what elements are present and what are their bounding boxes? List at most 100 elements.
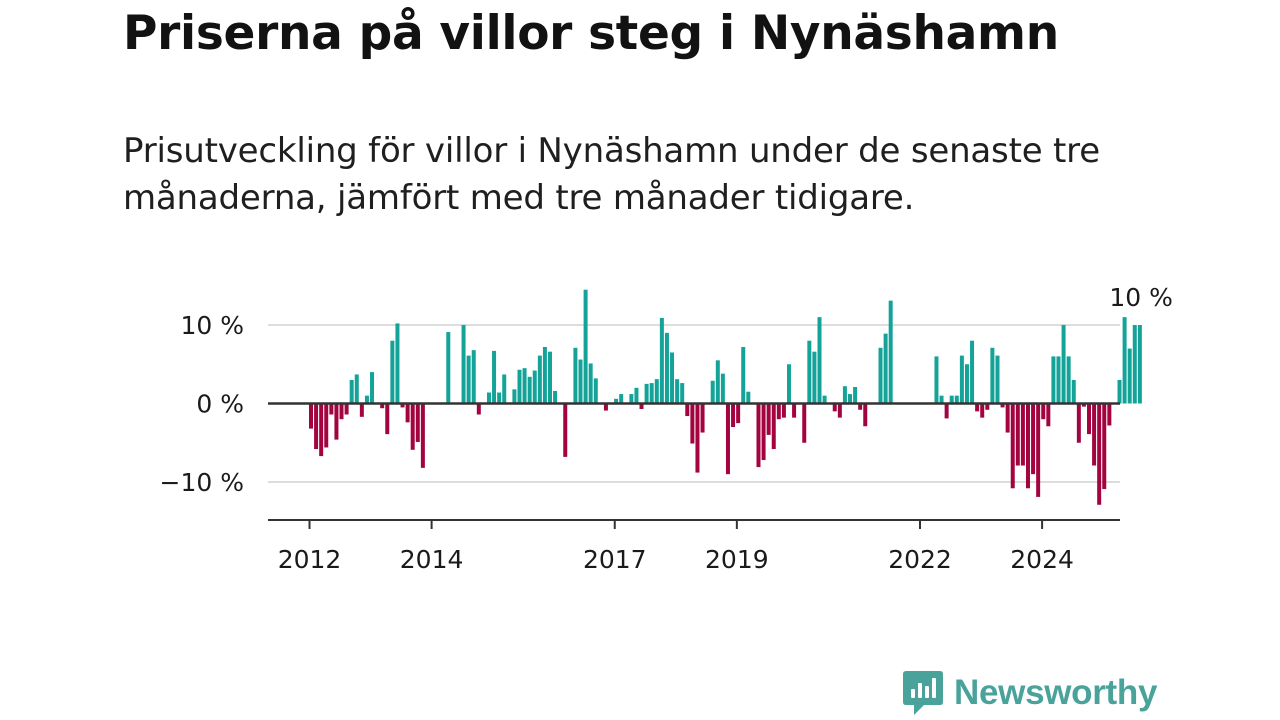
bar: [685, 403, 690, 417]
bar: [1015, 403, 1020, 466]
bar: [853, 387, 858, 404]
bar: [1005, 403, 1010, 433]
bar: [812, 351, 817, 404]
bar: [1066, 356, 1071, 404]
bar: [766, 403, 771, 435]
bar: [1097, 403, 1102, 505]
bar: [842, 386, 847, 404]
bar: [548, 351, 552, 404]
x-tick-label: 2019: [705, 545, 769, 574]
bar: [949, 395, 954, 404]
bar: [1036, 403, 1041, 497]
bar: [329, 403, 334, 415]
bar: [446, 332, 451, 404]
bar: [639, 403, 644, 409]
bar: [390, 340, 395, 404]
bar: [700, 403, 705, 433]
bar: [614, 398, 619, 404]
bar: [1020, 403, 1025, 466]
bar: [1056, 356, 1061, 404]
bar: [349, 379, 354, 404]
bar: [471, 350, 476, 404]
y-tick-label: 10 %: [180, 311, 244, 340]
y-tick-label: −10 %: [160, 468, 244, 497]
bar: [832, 403, 837, 412]
bar: [776, 403, 781, 420]
bar: [497, 392, 502, 404]
bar: [695, 403, 700, 473]
bar: [420, 403, 425, 468]
bar: [573, 347, 578, 404]
bar: [837, 403, 842, 418]
bar: [588, 363, 593, 404]
bar: [781, 403, 786, 418]
bar: [1025, 403, 1030, 489]
brand: Newsworthy: [902, 670, 1157, 716]
bar: [1031, 403, 1036, 475]
bar: [954, 395, 959, 404]
chart-title: Priserna på villor steg i Nynäshamn: [123, 6, 1059, 61]
bar: [741, 346, 746, 404]
bar: [649, 383, 654, 404]
bar: [314, 403, 319, 450]
bar: [664, 332, 669, 404]
bar: [334, 403, 339, 440]
bar: [807, 340, 812, 404]
bar: [1051, 356, 1056, 404]
brand-name: Newsworthy: [954, 673, 1158, 712]
x-tick-label: 2022: [888, 545, 952, 574]
y-tick-label: 0 %: [196, 390, 244, 419]
bar: [405, 403, 410, 423]
bar: [1122, 317, 1127, 404]
bar: [944, 403, 949, 419]
x-tick-label: 2012: [278, 545, 342, 574]
bar: [578, 359, 583, 404]
bar: [476, 403, 481, 415]
x-tick-label: 2017: [583, 545, 647, 574]
bar: [990, 347, 995, 404]
bar: [756, 403, 761, 468]
bar: [466, 355, 471, 404]
bar: [517, 369, 522, 404]
bar: [1087, 403, 1092, 435]
bar: [985, 403, 990, 410]
bar: [1117, 379, 1122, 404]
bar: [629, 394, 634, 404]
bar: [1061, 325, 1066, 404]
bar: [380, 403, 385, 409]
bar: [883, 333, 888, 404]
bar: [512, 389, 517, 404]
bar: [593, 378, 598, 404]
bar: [395, 323, 400, 404]
bar: [848, 394, 853, 404]
bar: [461, 325, 466, 404]
bar: [1132, 325, 1137, 404]
bar: [1041, 403, 1046, 420]
bar: [344, 403, 349, 415]
bar: [522, 368, 527, 404]
bar: [786, 364, 791, 404]
bar: [1092, 403, 1097, 466]
bar: [619, 394, 624, 404]
bar: [1076, 403, 1081, 443]
bar: [492, 350, 497, 404]
bar: [385, 403, 390, 435]
bar: [1010, 403, 1015, 489]
bar: [1000, 403, 1005, 408]
newsworthy-logo-icon: [903, 671, 943, 715]
bar: [634, 387, 639, 404]
bar: [771, 403, 776, 450]
bar: [1107, 403, 1112, 426]
bar: [370, 372, 375, 404]
bar: [415, 403, 420, 442]
bar: [934, 356, 939, 404]
bar: [359, 403, 364, 417]
bar: [319, 403, 324, 457]
bar: [1137, 325, 1142, 404]
bar: [603, 403, 608, 411]
bar: [959, 355, 964, 404]
bar: [670, 352, 675, 404]
bar: [878, 347, 883, 404]
bar: [720, 373, 725, 404]
x-tick-label: 2024: [1010, 545, 1074, 574]
